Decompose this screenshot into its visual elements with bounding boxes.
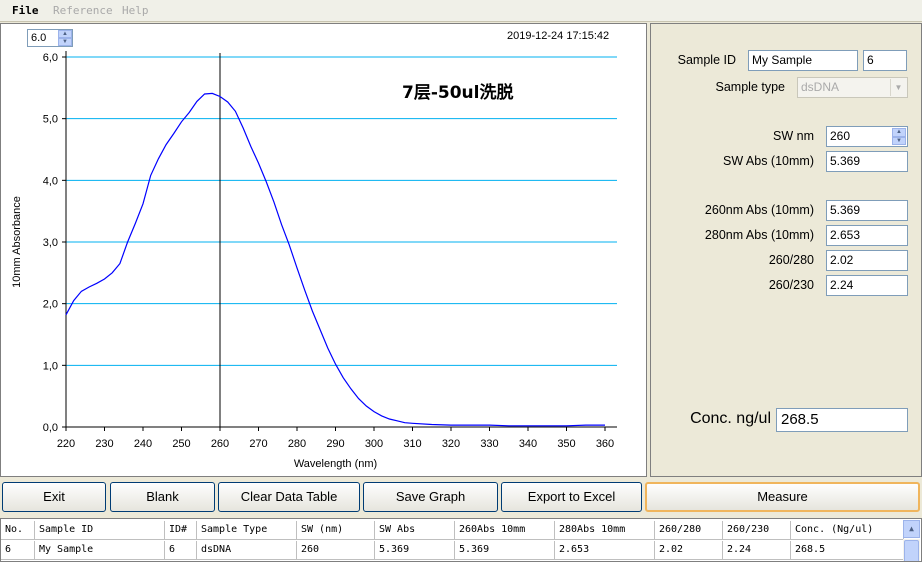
x-axis-label: Wavelength (nm)	[294, 458, 377, 470]
spin-up-icon[interactable]: ▲	[892, 128, 906, 137]
table-header-cell[interactable]: 260/230	[723, 521, 791, 540]
spin-down-icon[interactable]: ▼	[58, 38, 72, 46]
y-scale-value: 6.0	[31, 32, 47, 44]
absorbance-series-line	[65, 92, 605, 427]
x-tick-label: 230	[95, 438, 113, 450]
table-header-row: No. Sample ID ID# Sample Type SW (nm) SW Abs 2…	[1, 521, 904, 540]
scrollbar-thumb[interactable]	[904, 540, 919, 561]
table-header-cell[interactable]: Sample Type	[197, 521, 297, 540]
ratio-260-230-label: 260/230	[768, 278, 814, 292]
a260-label: 260nm Abs (10mm)	[704, 203, 814, 217]
table-cell: 6	[165, 541, 197, 560]
y-axis-label: 10mm Absorbance	[11, 196, 23, 288]
x-tick-label: 340	[519, 438, 537, 450]
table-cell: dsDNA	[197, 541, 297, 560]
y-tick-label: 6,0	[43, 52, 58, 64]
a280-value: 2.653	[826, 225, 908, 246]
x-tick-label: 360	[596, 438, 614, 450]
y-tick-label: 5,0	[43, 114, 58, 126]
table-row[interactable]: 6 My Sample 6 dsDNA 260 5.369 5.369 2.653 2.02 2.…	[1, 541, 904, 560]
menu-help[interactable]: Help	[122, 4, 149, 17]
x-tick-label: 290	[326, 438, 344, 450]
spin-down-icon[interactable]: ▼	[892, 136, 906, 145]
export-to-excel-button[interactable]: Export to Excel	[501, 482, 642, 512]
y-scale-spinner[interactable]: 6.0 ▲ ▼	[27, 29, 73, 47]
measure-button[interactable]: Measure	[645, 482, 920, 512]
chart-title: 7层-50ul洗脱	[402, 82, 513, 103]
sw-nm-label: SW nm	[773, 129, 814, 143]
ratio-260-280-label: 260/280	[768, 253, 814, 267]
a280-label: 280nm Abs (10mm)	[704, 228, 814, 242]
x-tick-label: 260	[211, 438, 229, 450]
sample-type-label: Sample type	[715, 80, 785, 94]
sample-panel: Sample ID My Sample 6 Sample type dsDNA …	[650, 23, 922, 477]
x-tick-label: 300	[365, 438, 383, 450]
sw-abs-label: SW Abs (10mm)	[723, 154, 814, 168]
sw-nm-value: 260	[830, 129, 851, 143]
scroll-up-icon[interactable]: ▲	[903, 520, 920, 538]
y-tick-label: 0,0	[43, 422, 58, 434]
table-cell: 2.653	[555, 541, 655, 560]
y-tick-label: 1,0	[43, 360, 58, 372]
y-tick-label: 4,0	[43, 175, 58, 187]
graph-panel: 0,0 1,0 2,0 3,0 4,0 5,0 6,0 220 230 240 250 260 270 2…	[0, 23, 647, 477]
save-graph-button[interactable]: Save Graph	[363, 482, 498, 512]
table-cell: 2.24	[723, 541, 791, 560]
sw-abs-value: 5.369	[826, 151, 908, 172]
sample-type-value: dsDNA	[801, 80, 840, 94]
ratio-260-280-value: 2.02	[826, 250, 908, 271]
data-table: No. Sample ID ID# Sample Type SW (nm) SW Abs 2…	[0, 518, 922, 562]
x-tick-label: 220	[57, 438, 75, 450]
x-tick-label: 270	[249, 438, 267, 450]
x-tick-label: 320	[442, 438, 460, 450]
table-cell: 5.369	[455, 541, 555, 560]
concentration-value: 268.5	[776, 408, 908, 432]
table-cell: 260	[297, 541, 375, 560]
spin-up-icon[interactable]: ▲	[58, 30, 72, 38]
table-header-cell[interactable]: Conc. (Ng/ul)	[791, 521, 904, 540]
y-tick-label: 3,0	[43, 237, 58, 249]
table-header-cell[interactable]: 260Abs 10mm	[455, 521, 555, 540]
absorbance-chart: 0,0 1,0 2,0 3,0 4,0 5,0 6,0 220 230 240 250 260 270 2…	[11, 51, 617, 470]
x-tick-label: 310	[403, 438, 421, 450]
exit-button[interactable]: Exit	[2, 482, 106, 512]
table-cell: 268.5	[791, 541, 904, 560]
chevron-down-icon: ▼	[890, 79, 906, 96]
blank-button[interactable]: Blank	[110, 482, 215, 512]
sw-nm-spinner[interactable]: 260 ▲ ▼	[826, 126, 908, 147]
table-header-cell[interactable]: SW Abs	[375, 521, 455, 540]
sample-type-select[interactable]: dsDNA ▼	[797, 77, 908, 98]
clear-data-table-button[interactable]: Clear Data Table	[218, 482, 360, 512]
table-header-cell[interactable]: 260/280	[655, 521, 723, 540]
concentration-label: Conc. ng/ul	[690, 410, 771, 427]
a260-value: 5.369	[826, 200, 908, 221]
table-header-cell[interactable]: ID#	[165, 521, 197, 540]
x-tick-label: 250	[172, 438, 190, 450]
sample-id-input[interactable]: My Sample	[748, 50, 858, 71]
x-tick-label: 350	[557, 438, 575, 450]
x-tick-label: 330	[480, 438, 498, 450]
table-cell: My Sample	[35, 541, 165, 560]
y-tick-label: 2,0	[43, 299, 58, 311]
sample-number-input[interactable]: 6	[863, 50, 907, 71]
table-header-cell[interactable]: 280Abs 10mm	[555, 521, 655, 540]
table-cell: 6	[1, 541, 35, 560]
menu-file[interactable]: File	[12, 4, 39, 17]
measurement-timestamp: 2019-12-24 17:15:42	[507, 30, 610, 42]
table-cell: 5.369	[375, 541, 455, 560]
menu-reference[interactable]: Reference	[53, 4, 113, 17]
ratio-260-230-value: 2.24	[826, 275, 908, 296]
x-tick-label: 280	[288, 438, 306, 450]
table-cell: 2.02	[655, 541, 723, 560]
table-header-cell[interactable]: No.	[1, 521, 35, 540]
x-tick-label: 240	[134, 438, 152, 450]
menu-bar: File Reference Help	[0, 0, 922, 22]
sample-id-label: Sample ID	[677, 53, 736, 67]
table-header-cell[interactable]: SW (nm)	[297, 521, 375, 540]
table-header-cell[interactable]: Sample ID	[35, 521, 165, 540]
